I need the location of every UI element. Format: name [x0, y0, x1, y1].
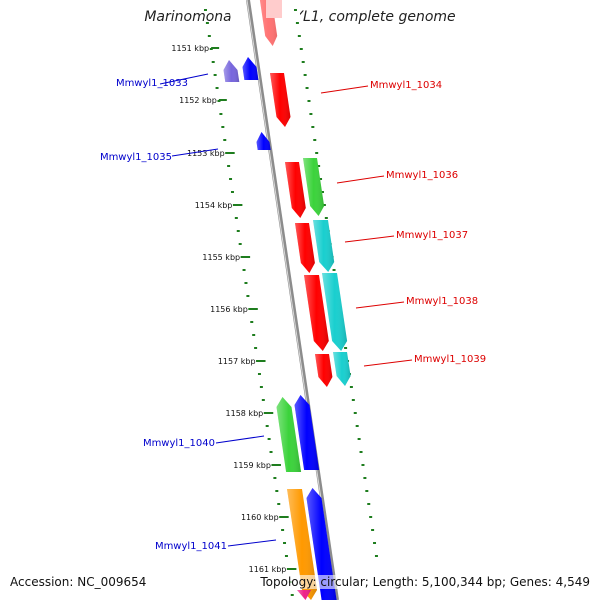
- gene-label[interactable]: Mmwyl1_1038: [406, 296, 478, 307]
- genome-backbone: [246, 0, 339, 600]
- kbp-label: 1160 kbp: [241, 513, 279, 522]
- gene-arrow-shading: [270, 73, 291, 127]
- kbp-label: 1155 kbp: [202, 253, 240, 262]
- gene-arrow-shading: [242, 57, 259, 80]
- gene-arrow-shading: [294, 395, 320, 470]
- gene-label[interactable]: Mmwyl1_1040: [143, 438, 215, 449]
- gene-label[interactable]: Mmwyl1_1041: [155, 541, 227, 552]
- gene-arrow-shading: [304, 275, 329, 351]
- gene-arrow-shading: [322, 273, 348, 351]
- gene-arrow-shading: [303, 158, 325, 216]
- kbp-label: 1154 kbp: [195, 201, 233, 210]
- gene-label[interactable]: Mmwyl1_1034: [370, 80, 442, 91]
- topology-text: Topology: circular; Length: 5,100,344 bp…: [260, 575, 590, 589]
- track-band: [228, 0, 385, 600]
- gene-leader-line: [320, 85, 369, 94]
- kbp-label: 1158 kbp: [226, 409, 264, 418]
- gene-leader-line: [336, 175, 385, 184]
- kbp-label: 1157 kbp: [218, 357, 256, 366]
- kbp-label: 1152 kbp: [179, 96, 217, 105]
- gene-leader-line: [159, 73, 209, 85]
- kbp-label: 1156 kbp: [210, 305, 248, 314]
- kbp-label: 1159 kbp: [233, 461, 271, 470]
- accession-text: Accession: NC_009654: [10, 575, 147, 589]
- gene-label[interactable]: Mmwyl1_1036: [386, 170, 458, 181]
- gene-arrow-shading: [256, 132, 271, 150]
- gene-label[interactable]: Mmwyl1_1039: [414, 354, 486, 365]
- gene-arrow-faded: [266, 0, 282, 18]
- gene-arrow-shading: [315, 354, 333, 387]
- gene-arrow-shading: [295, 223, 315, 273]
- kbp-label: 1151 kbp: [171, 44, 209, 53]
- gene-arrow-shading: [285, 162, 306, 218]
- gene-arrow-shading: [333, 352, 351, 386]
- gene-arrow-shading: [276, 397, 302, 472]
- kbp-label: 1161 kbp: [249, 565, 287, 574]
- gene-arrow-shading: [287, 489, 317, 600]
- gene-leader-line: [363, 359, 413, 367]
- gene-label[interactable]: Mmwyl1_1035: [100, 152, 172, 163]
- gene-leader-line: [215, 435, 265, 444]
- gene-arrow-shading: [223, 60, 240, 82]
- gene-leader-line: [344, 235, 395, 243]
- gene-leader-line: [355, 301, 405, 309]
- gene-leader-line: [171, 148, 219, 157]
- gene-arrow-shading: [306, 488, 337, 600]
- kbp-label: 1153 kbp: [187, 149, 225, 158]
- gene-arrow-shading: [313, 220, 335, 272]
- gene-leader-line: [227, 539, 277, 547]
- gene-label[interactable]: Mmwyl1_1037: [396, 230, 468, 241]
- gene-arrow-shading: [297, 590, 311, 600]
- gene-label[interactable]: Mmwyl1_1033: [116, 78, 188, 89]
